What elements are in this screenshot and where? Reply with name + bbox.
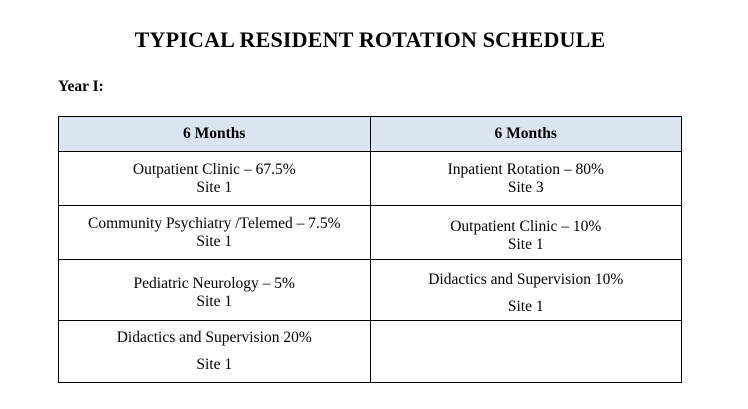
rotation-name: Inpatient Rotation – 80% [447, 160, 604, 178]
table-cell: Pediatric Neurology – 5% Site 1 [58, 259, 371, 321]
rotation-site: Site 1 [507, 235, 544, 253]
column-header-first-half: 6 Months [58, 116, 371, 152]
document-title: TYPICAL RESIDENT ROTATION SCHEDULE [134, 27, 606, 52]
table-row: Community Psychiatry /Telemed – 7.5% Sit… [58, 205, 682, 260]
column-header-second-half: 6 Months [369, 116, 682, 152]
empty-table-cell [369, 320, 682, 383]
table-cell: Outpatient Clinic – 67.5% Site 1 [58, 151, 371, 206]
table-row: Outpatient Clinic – 67.5% Site 1 Inpatie… [58, 151, 682, 206]
rotation-name: Outpatient Clinic – 10% [450, 217, 602, 235]
table-cell: Inpatient Rotation – 80% Site 3 [369, 151, 682, 206]
table-row: Didactics and Supervision 20% Site 1 [58, 320, 682, 383]
table-cell: Outpatient Clinic – 10% Site 1 [369, 205, 682, 260]
table-cell: Didactics and Supervision 20% Site 1 [58, 320, 371, 383]
rotation-name: Didactics and Supervision 20% [116, 329, 312, 346]
year-label: Year I: [58, 78, 104, 95]
rotation-site: Site 1 [507, 297, 544, 315]
rotation-schedule-table: 6 Months 6 Months Outpatient Clinic – 67… [58, 116, 682, 383]
table-cell: Community Psychiatry /Telemed – 7.5% Sit… [58, 205, 371, 260]
rotation-site: Site 1 [196, 356, 233, 373]
rotation-name: Pediatric Neurology – 5% [133, 275, 295, 292]
table-row: Pediatric Neurology – 5% Site 1 Didactic… [58, 259, 682, 321]
rotation-name: Community Psychiatry /Telemed – 7.5% [88, 214, 341, 232]
rotation-name: Didactics and Supervision 10% [428, 270, 624, 288]
rotation-site: Site 3 [507, 178, 544, 196]
rotation-site: Site 1 [196, 293, 233, 310]
rotation-name: Outpatient Clinic – 67.5% [132, 160, 296, 178]
rotation-site: Site 1 [196, 232, 233, 250]
table-header-row: 6 Months 6 Months [58, 116, 682, 152]
rotation-site: Site 1 [196, 178, 233, 196]
table-cell: Didactics and Supervision 10% Site 1 [369, 259, 682, 321]
